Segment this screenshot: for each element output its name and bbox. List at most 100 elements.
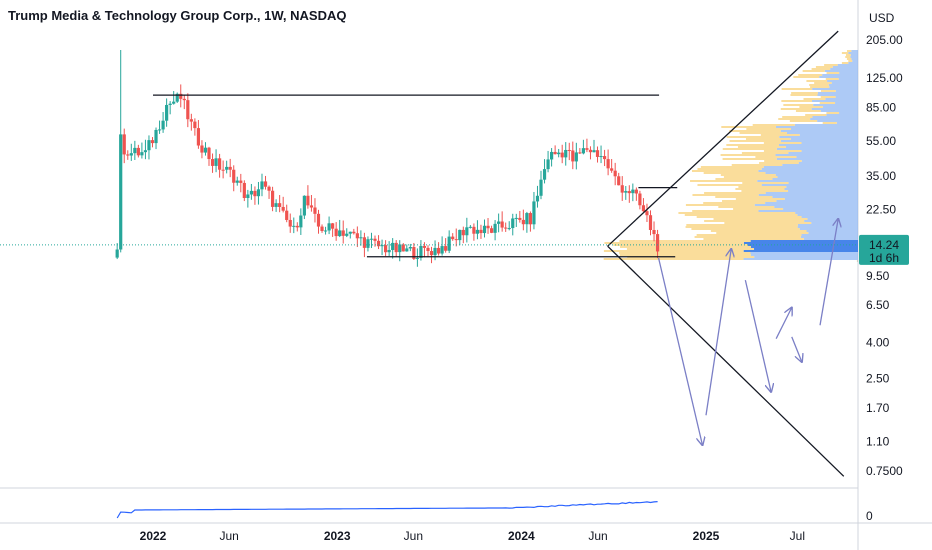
candle-body — [154, 129, 158, 144]
price-tick-label: 85.00 — [866, 101, 896, 115]
vp-row-up — [704, 220, 805, 222]
price-tick-label: 4.00 — [866, 335, 890, 349]
price-tick-label: 125.00 — [866, 71, 903, 85]
candle-body — [535, 195, 540, 202]
vp-row-up — [826, 112, 840, 114]
candle-body — [172, 101, 176, 104]
vp-row-down — [804, 220, 858, 222]
candle-body — [493, 223, 497, 233]
vp-row-up — [720, 174, 776, 176]
candle-body — [444, 246, 448, 251]
vp-row-up — [716, 232, 809, 234]
vp-row-down — [786, 132, 858, 134]
candle-body — [214, 158, 218, 166]
vp-row-up — [814, 82, 832, 84]
vp-row-up — [755, 156, 797, 158]
candle-body — [376, 240, 381, 247]
vp-row-down — [761, 184, 858, 186]
vp-row-up — [726, 144, 779, 146]
vp-row-up — [825, 78, 839, 80]
time-tick-label: Jul — [790, 529, 805, 543]
vp-row-up — [819, 102, 836, 104]
candle-body — [645, 211, 649, 216]
vp-row-up — [799, 106, 823, 108]
candle-body — [203, 147, 208, 153]
candle-body — [624, 191, 628, 193]
candle-body — [288, 219, 292, 227]
vp-row-up — [692, 194, 759, 196]
symbol-title: Trump Media & Technology Group Corp., 1W… — [8, 8, 347, 23]
vp-row-down — [851, 58, 858, 60]
candle-body — [550, 151, 554, 160]
vp-row-down — [851, 50, 858, 52]
price-tick-label: 205.00 — [866, 33, 903, 47]
candle-body — [179, 93, 183, 99]
vp-row-down — [810, 118, 858, 120]
candle-body — [419, 245, 423, 258]
vp-row-up — [782, 116, 813, 118]
vp-row-down — [783, 208, 858, 210]
indicator-line — [116, 501, 658, 519]
vp-row-up — [735, 188, 785, 190]
vp-row-down — [795, 212, 858, 214]
vp-row-down — [801, 160, 858, 162]
candle-body — [447, 236, 451, 251]
vp-row-down — [784, 198, 858, 200]
candle-body — [345, 233, 349, 236]
vp-row-up — [619, 252, 751, 254]
price-tick-label: 1.70 — [866, 401, 890, 415]
candle-body — [648, 215, 653, 230]
vp-row-down — [835, 102, 858, 104]
candle-body — [578, 152, 582, 154]
vp-row-down — [788, 182, 858, 184]
time-tick-label: 2023 — [324, 529, 351, 543]
candle-body — [115, 249, 119, 258]
candle-body — [408, 246, 412, 249]
candle-body — [401, 244, 405, 252]
candle-body — [532, 201, 536, 225]
candle-body — [143, 150, 148, 153]
candle-body — [521, 219, 525, 225]
vp-row-up — [824, 64, 838, 66]
time-tick-label: 2022 — [140, 529, 167, 543]
vp-row-down — [797, 226, 858, 228]
projection-arrow-6 — [819, 219, 838, 326]
vp-row-down — [791, 128, 858, 130]
vp-row-up — [619, 254, 751, 256]
candle-body — [274, 203, 278, 207]
vp-row-up — [686, 224, 798, 226]
candle-body — [369, 238, 374, 240]
candle-body — [528, 213, 533, 225]
candle-body — [239, 180, 243, 183]
candle-body — [514, 217, 518, 219]
candle-body — [415, 257, 419, 259]
candle-body — [309, 205, 314, 208]
candle-body — [338, 230, 342, 237]
candle-body — [560, 152, 564, 158]
vp-row-down — [775, 174, 858, 176]
vp-row-down — [782, 164, 858, 166]
vp-row-up — [722, 148, 777, 150]
candle-body — [634, 189, 638, 194]
vp-row-down — [799, 228, 858, 230]
price-tick-label: 22.50 — [866, 203, 896, 217]
vp-row-up — [778, 118, 811, 120]
vp-row-down — [828, 84, 858, 86]
wedge-lower-line — [607, 245, 845, 477]
vp-row-down — [812, 88, 858, 90]
vp-row-down — [801, 150, 858, 152]
vp-row-down — [799, 134, 858, 136]
vp-row-up — [604, 242, 744, 244]
candle-body — [207, 147, 211, 160]
wedge-upper-line — [607, 30, 839, 247]
vp-row-up — [739, 132, 787, 134]
candle-body — [606, 159, 610, 169]
vp-row-up — [763, 142, 802, 144]
candle-body — [210, 159, 215, 166]
vp-row-up — [741, 152, 789, 154]
symbol-header[interactable]: Trump Media & Technology Group Corp., 1W… — [8, 8, 347, 23]
candle-body — [341, 230, 345, 236]
candle-body — [588, 149, 593, 153]
vp-row-up — [826, 72, 840, 74]
